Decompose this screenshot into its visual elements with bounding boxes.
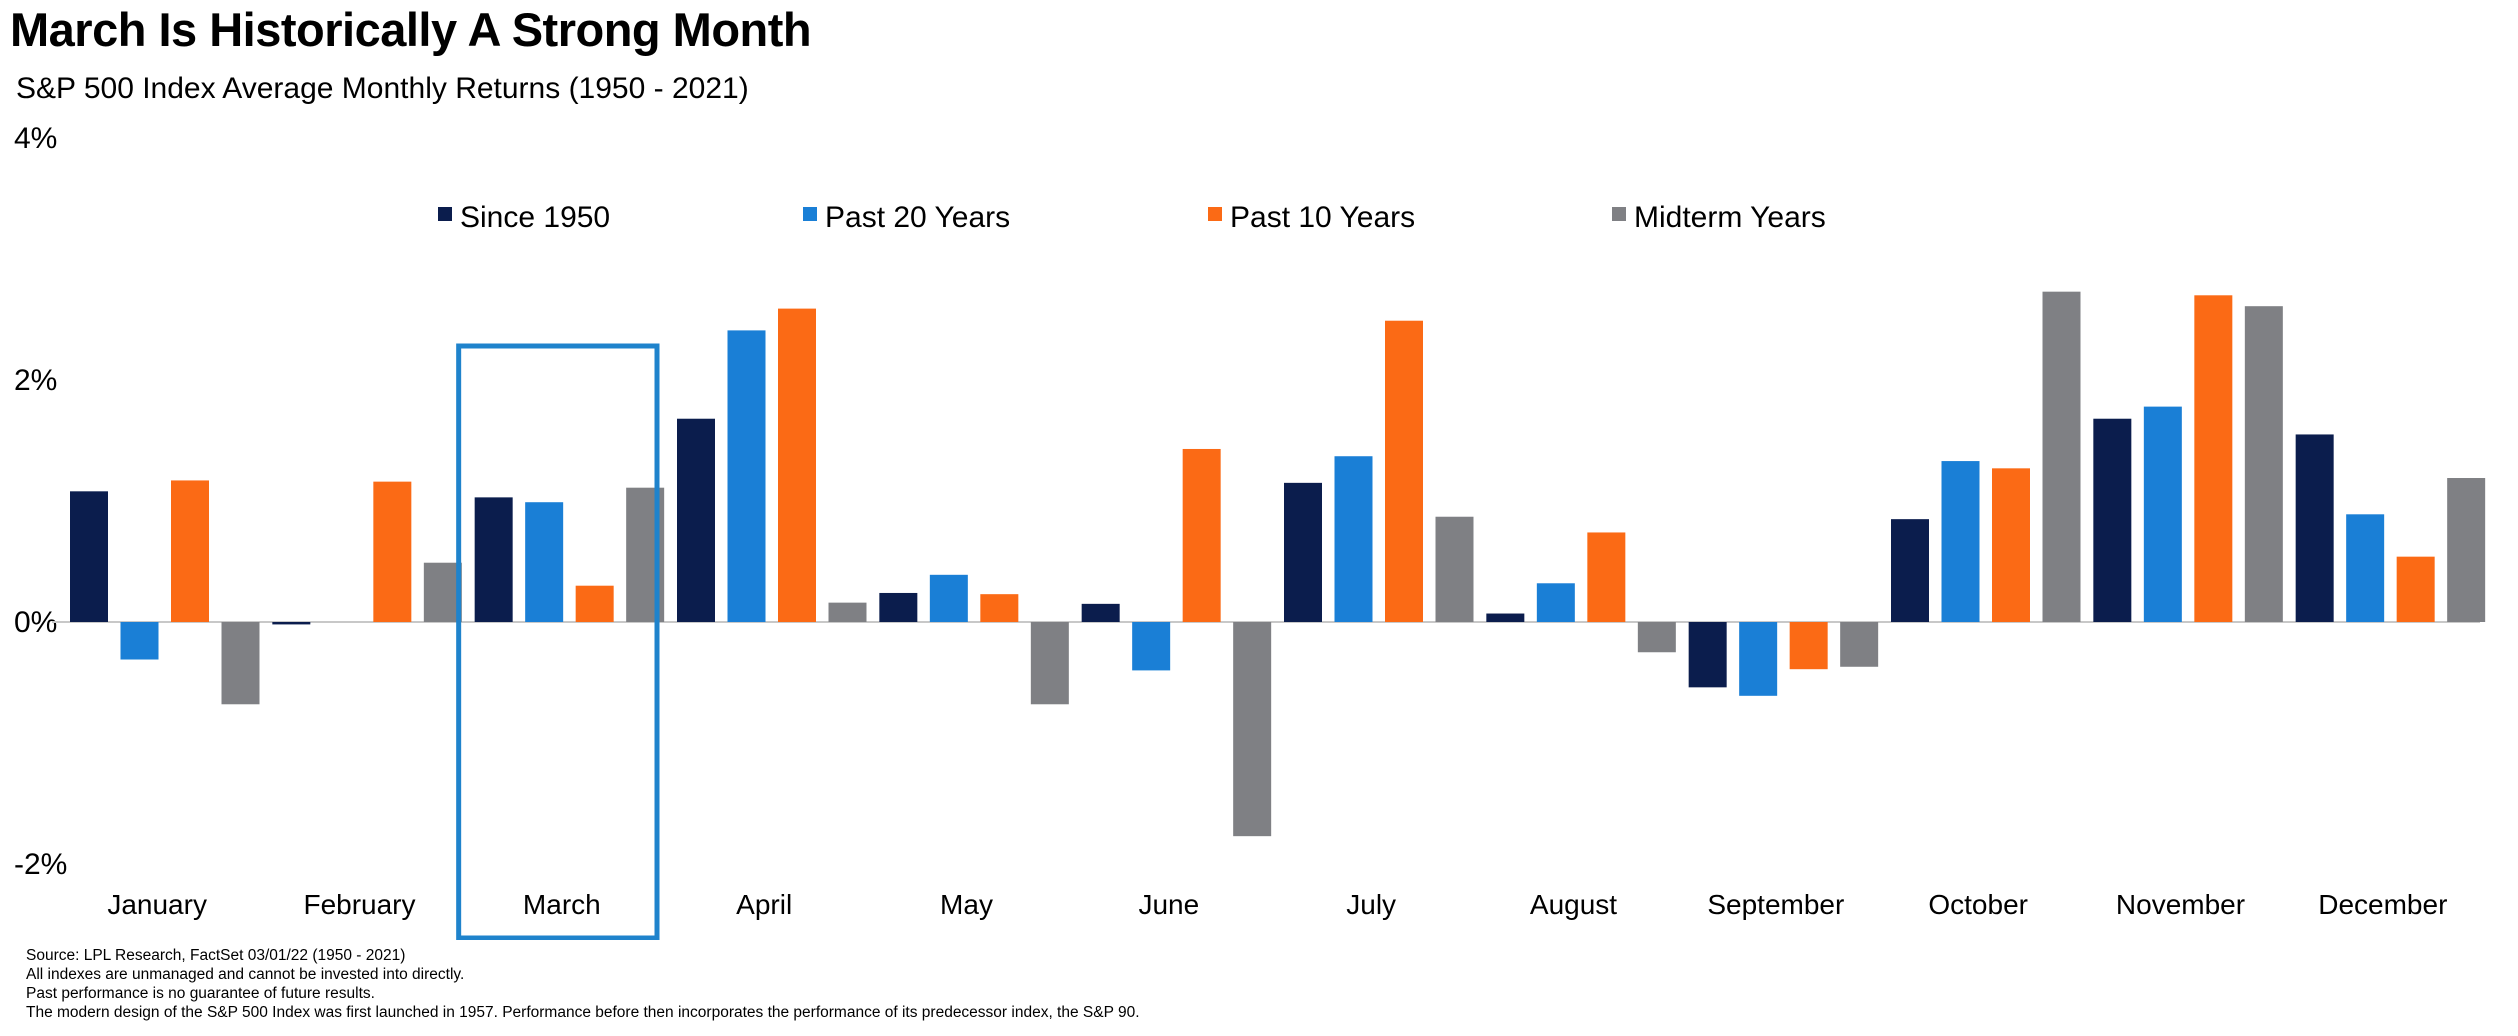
bar-august-past-10-years [1587,532,1626,622]
category-labels: January February March April May June July Augu… [107,889,2447,920]
category-label-october: October [1928,889,2028,920]
bar-june-past-20-years [1132,622,1171,671]
bar-november-midterm-years [2244,306,2283,622]
legend-label-past-20-years: Past 20 Years [825,201,1010,234]
category-label-january: January [107,889,207,920]
bar-march-since-1950 [474,497,513,622]
y-tick-label: 2% [14,364,57,397]
y-tick-label: 0% [14,606,57,639]
footnote-unmanaged: All indexes are unmanaged and cannot be … [26,966,465,983]
category-label-february: February [303,889,415,920]
bar-june-midterm-years [1233,622,1272,837]
bar-january-midterm-years [221,622,260,705]
category-label-march: March [523,889,601,920]
category-label-november: November [2116,889,2245,920]
bar-october-past-20-years [1941,461,1980,622]
footnote-source: Source: LPL Research, FactSet 03/01/22 (… [26,947,406,964]
bar-october-past-10-years [1992,468,2030,622]
bar-august-since-1950 [1486,613,1525,622]
bar-september-since-1950 [1688,622,1727,688]
legend-label-midterm-years: Midterm Years [1634,201,1826,234]
bar-september-past-10-years [1789,622,1828,670]
bar-may-midterm-years [1030,622,1069,705]
bar-july-past-20-years [1334,456,1373,622]
legend-swatch-past-20-years [803,207,817,221]
legend-item-since-1950: Since 1950 [438,201,610,234]
bar-october-midterm-years [2042,291,2081,622]
bar-may-past-20-years [929,574,968,622]
y-tick-label: -2% [14,848,67,881]
legend-item-past-20-years: Past 20 Years [803,201,1010,234]
category-label-may: May [940,889,993,920]
bar-november-past-20-years [2143,406,2182,622]
bar-february-midterm-years [423,562,462,622]
bar-february-since-1950 [272,622,311,625]
bar-july-past-10-years [1385,320,1423,622]
bar-august-midterm-years [1637,622,1676,653]
bar-april-past-10-years [778,308,816,622]
legend: Since 1950 Past 20 Years Past 10 Years Midt… [438,201,1826,234]
bar-january-past-20-years [120,622,159,660]
bar-august-past-20-years [1536,583,1575,622]
bar-december-past-10-years [2396,556,2435,622]
category-label-june: June [1138,889,1199,920]
bar-july-since-1950 [1284,482,1322,622]
march-highlight-box [456,343,660,940]
bar-september-midterm-years [1840,622,1879,667]
bar-december-past-20-years [2346,514,2385,622]
legend-item-midterm-years: Midterm Years [1612,201,1826,234]
bar-march-past-20-years [525,502,564,622]
bar-june-past-10-years [1182,448,1221,622]
bar-april-since-1950 [677,418,715,622]
bar-january-past-10-years [171,480,209,622]
category-label-july: July [1346,889,1396,920]
bar-september-past-20-years [1739,622,1778,696]
category-label-april: April [736,889,792,920]
bar-april-past-20-years [727,330,766,622]
bar-march-past-10-years [575,585,614,622]
bar-july-midterm-years [1435,516,1474,622]
bar-november-past-10-years [2194,295,2233,622]
chart-title: March Is Historically A Strong Month [10,3,812,56]
bar-chart: 4% 2% 0% -2% January February March April May Ju… [14,122,2486,940]
bar-may-since-1950 [879,592,918,622]
bar-june-since-1950 [1081,603,1120,622]
legend-label-since-1950: Since 1950 [460,201,610,234]
footnote-past-performance: Past performance is no guarantee of futu… [26,985,375,1002]
bar-december-since-1950 [2295,434,2334,622]
bar-october-since-1950 [1891,519,1929,622]
y-axis-ticks: 4% 2% 0% -2% [14,122,67,881]
legend-item-past-10-years: Past 10 Years [1208,201,1415,234]
legend-swatch-midterm-years [1612,207,1626,221]
y-tick-label: 4% [14,122,57,155]
legend-label-past-10-years: Past 10 Years [1230,201,1415,234]
bar-january-since-1950 [70,491,108,622]
footnote-index-design: The modern design of the S&P 500 Index w… [26,1004,1140,1021]
chart-subtitle: S&P 500 Index Average Monthly Returns (1… [16,72,749,105]
bar-april-midterm-years [828,602,867,622]
category-label-december: December [2318,889,2447,920]
bars [70,291,2486,837]
legend-swatch-since-1950 [438,207,452,221]
bar-december-midterm-years [2447,478,2486,622]
footnotes: Source: LPL Research, FactSet 03/01/22 (… [26,946,1140,1022]
bar-may-past-10-years [980,594,1019,622]
bar-november-since-1950 [2093,418,2132,622]
legend-swatch-past-10-years [1208,207,1222,221]
category-label-september: September [1707,889,1844,920]
category-label-august: August [1530,889,1617,920]
bar-february-past-10-years [373,481,412,622]
